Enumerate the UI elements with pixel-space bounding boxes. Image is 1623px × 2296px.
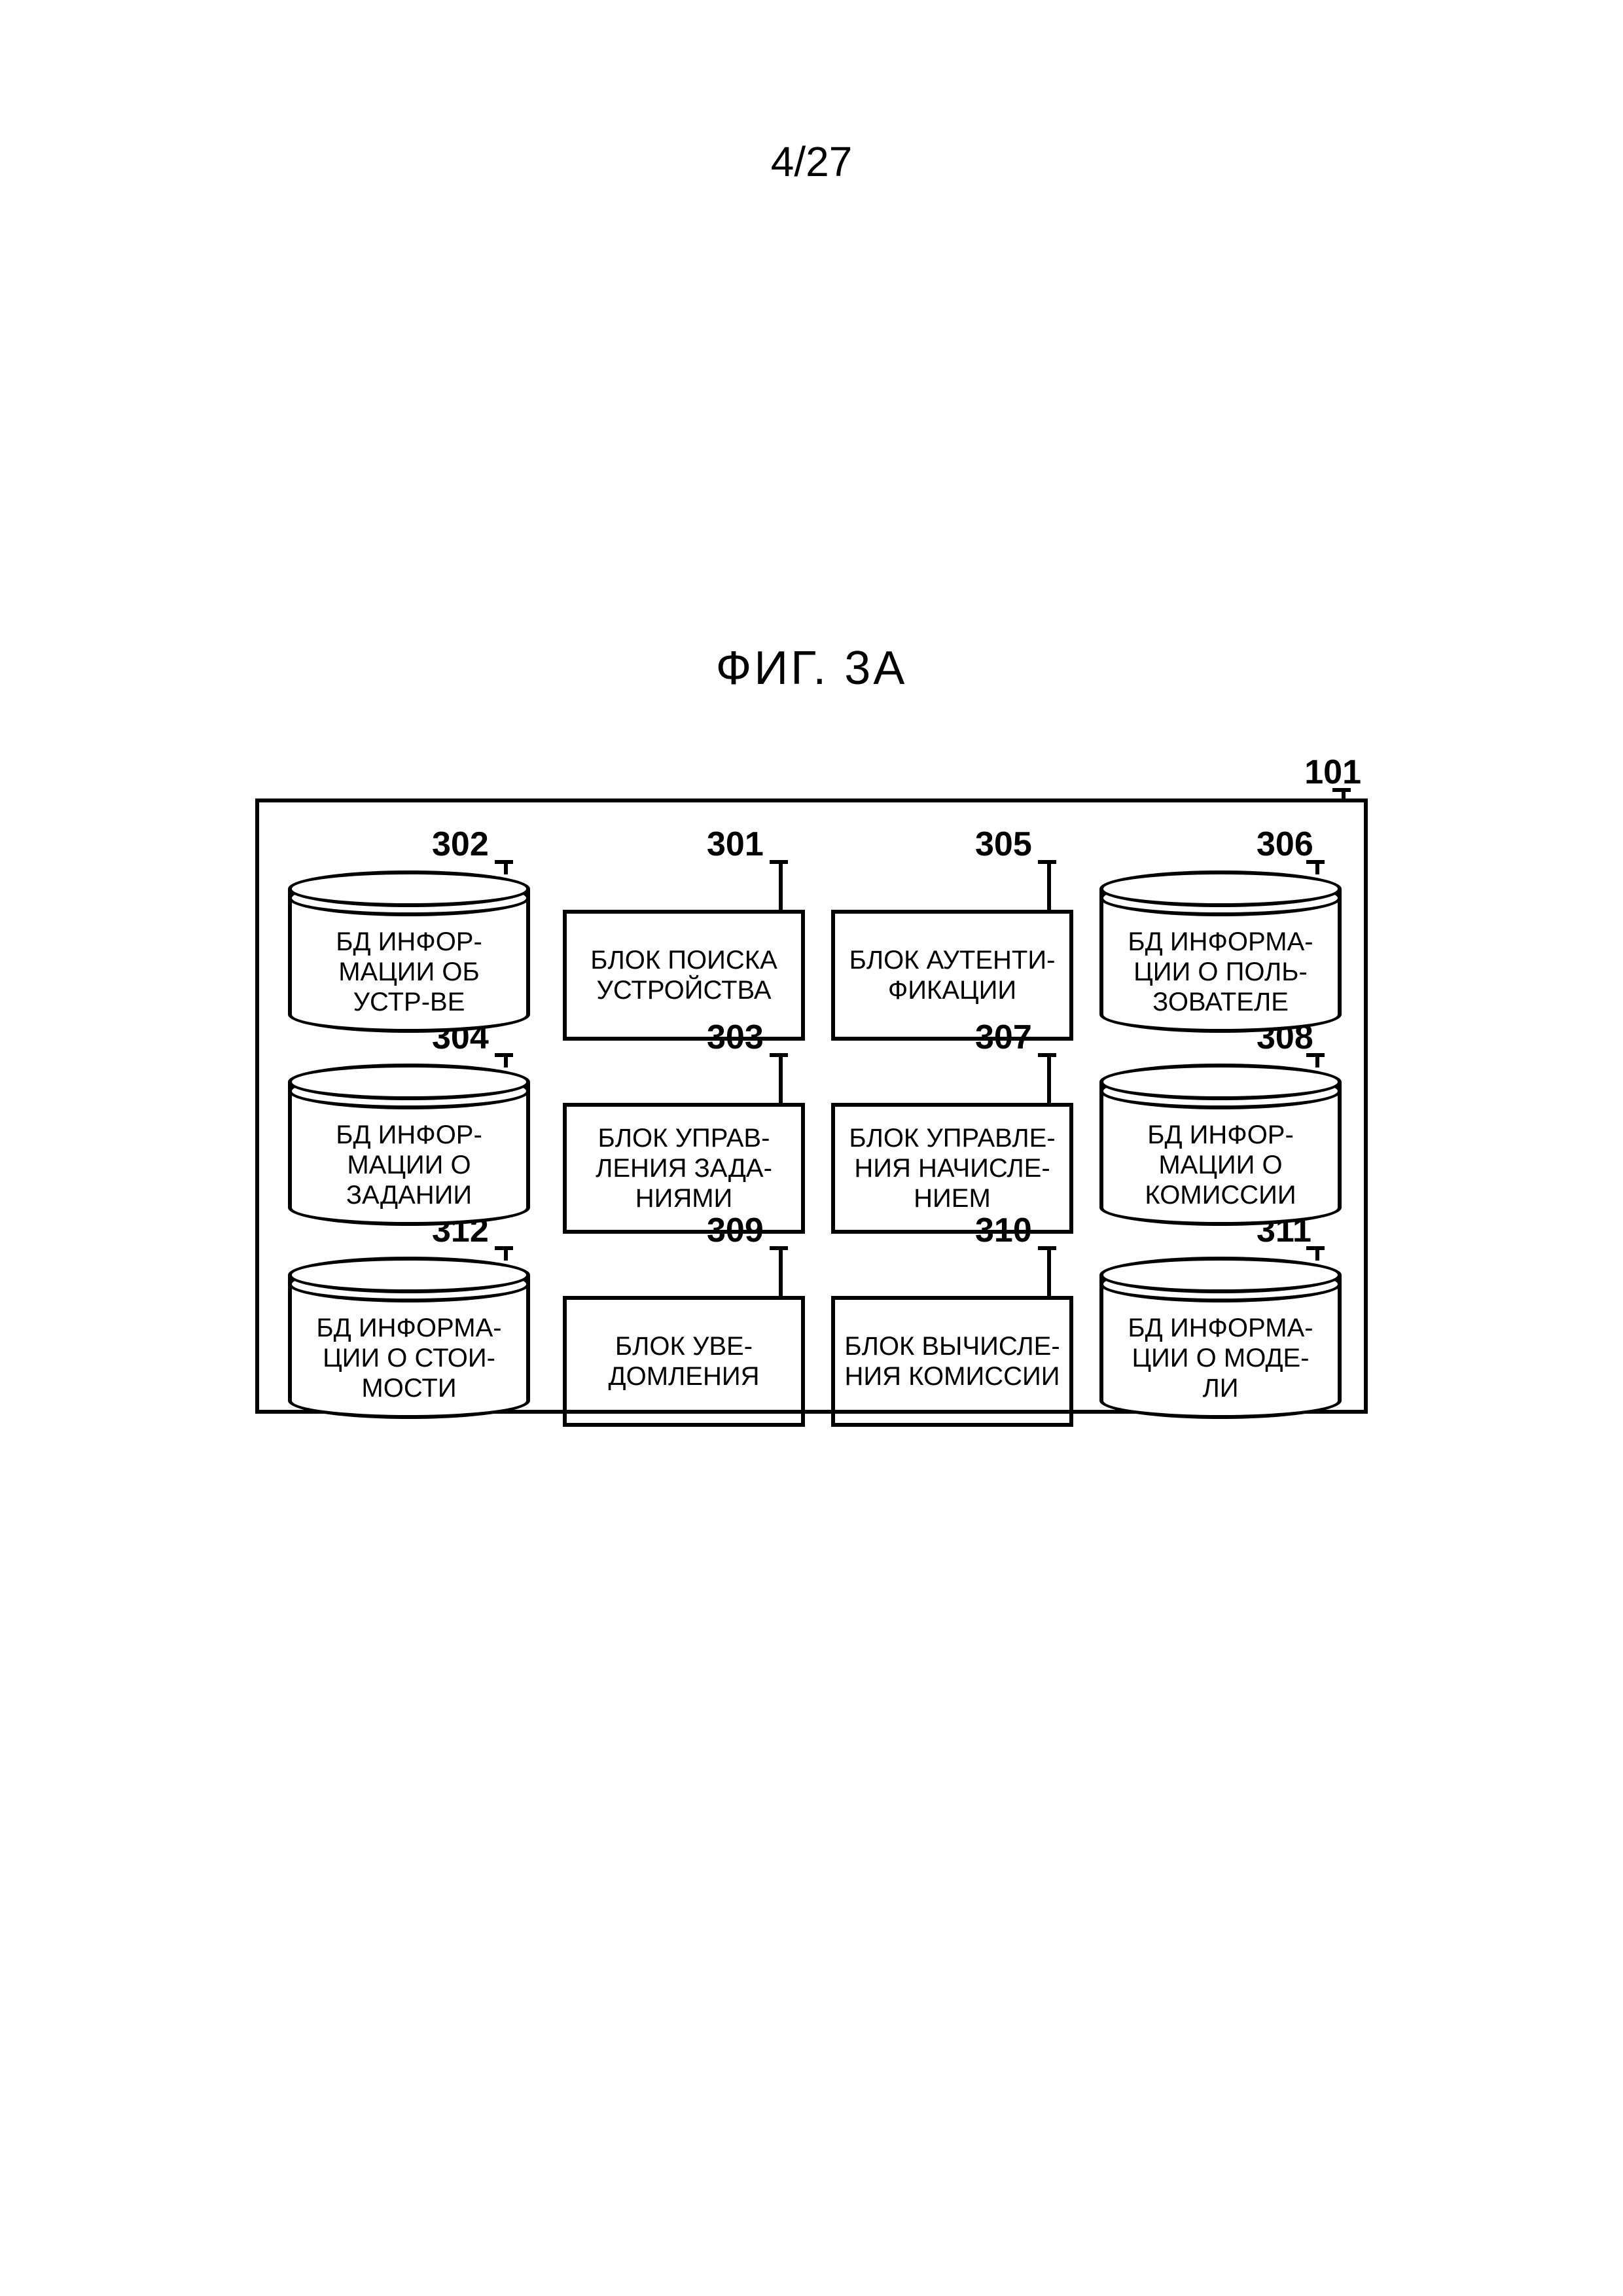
lead-309-tick	[770, 1246, 788, 1250]
ref-306: 306	[1257, 825, 1313, 864]
lead-303	[779, 1053, 783, 1103]
node-301-box: БЛОК ПОИСКА УСТРОЙСТВА	[563, 910, 805, 1041]
node-302-db: БД ИНФОР- МАЦИИ ОБ УСТР-ВЕ	[288, 870, 530, 1041]
node-309-label: БЛОК УВЕ- ДОМЛЕНИЯ	[605, 1331, 764, 1391]
lead-306-tick	[1306, 860, 1325, 864]
lead-311-tick	[1306, 1246, 1325, 1250]
node-303-box: БЛОК УПРАВ- ЛЕНИЯ ЗАДА- НИЯМИ	[563, 1103, 805, 1234]
figure-title: ФИГ. 3A	[0, 641, 1623, 695]
node-303-label: БЛОК УПРАВ- ЛЕНИЯ ЗАДА- НИЯМИ	[592, 1123, 776, 1213]
ref-307: 307	[975, 1018, 1032, 1057]
node-309-box: БЛОК УВЕ- ДОМЛЕНИЯ	[563, 1296, 805, 1427]
node-302-label: БД ИНФОР- МАЦИИ ОБ УСТР-ВЕ	[288, 927, 530, 1017]
node-306-label: БД ИНФОРМА- ЦИИ О ПОЛЬ- ЗОВАТЕЛЕ	[1099, 927, 1342, 1017]
node-310-box: БЛОК ВЫЧИСЛЕ- НИЯ КОМИССИИ	[831, 1296, 1073, 1427]
ref-309: 309	[707, 1211, 764, 1250]
node-307-box: БЛОК УПРАВЛЕ- НИЯ НАЧИСЛЕ- НИЕМ	[831, 1103, 1073, 1234]
node-310-label: БЛОК ВЫЧИСЛЕ- НИЯ КОМИССИИ	[840, 1331, 1063, 1391]
node-301-label: БЛОК ПОИСКА УСТРОЙСТВА	[586, 945, 781, 1005]
node-308-db: БД ИНФОР- МАЦИИ О КОМИССИИ	[1099, 1064, 1342, 1234]
lead-310	[1047, 1246, 1051, 1296]
lead-101-tick	[1332, 788, 1351, 792]
page-number: 4/27	[0, 137, 1623, 186]
node-312-db: БД ИНФОРМА- ЦИИ О СТОИ- МОСТИ	[288, 1257, 530, 1427]
lead-302-tick	[495, 860, 513, 864]
lead-307-tick	[1038, 1053, 1056, 1057]
node-308-label: БД ИНФОР- МАЦИИ О КОМИССИИ	[1099, 1120, 1342, 1210]
ref-305: 305	[975, 825, 1032, 864]
node-311-db: БД ИНФОРМА- ЦИИ О МОДЕ- ЛИ	[1099, 1257, 1342, 1427]
ref-302: 302	[432, 825, 489, 864]
node-312-label: БД ИНФОРМА- ЦИИ О СТОИ- МОСТИ	[288, 1313, 530, 1403]
node-307-label: БЛОК УПРАВЛЕ- НИЯ НАЧИСЛЕ- НИЕМ	[845, 1123, 1059, 1213]
node-311-label: БД ИНФОРМА- ЦИИ О МОДЕ- ЛИ	[1099, 1313, 1342, 1403]
lead-303-tick	[770, 1053, 788, 1057]
ref-310: 310	[975, 1211, 1032, 1250]
lead-309	[779, 1246, 783, 1296]
ref-101: 101	[1283, 753, 1361, 792]
lead-301	[779, 860, 783, 910]
diagram: 101 302 БД ИНФОР- МАЦИИ ОБ УСТР-ВЕ 301 Б…	[255, 759, 1368, 1414]
ref-303: 303	[707, 1018, 764, 1057]
node-306-db: БД ИНФОРМА- ЦИИ О ПОЛЬ- ЗОВАТЕЛЕ	[1099, 870, 1342, 1041]
node-304-label: БД ИНФОР- МАЦИИ О ЗАДАНИИ	[288, 1120, 530, 1210]
node-305-box: БЛОК АУТЕНТИ- ФИКАЦИИ	[831, 910, 1073, 1041]
lead-305	[1047, 860, 1051, 910]
node-305-label: БЛОК АУТЕНТИ- ФИКАЦИИ	[846, 945, 1060, 1005]
lead-304-tick	[495, 1053, 513, 1057]
lead-301-tick	[770, 860, 788, 864]
lead-310-tick	[1038, 1246, 1056, 1250]
lead-305-tick	[1038, 860, 1056, 864]
ref-301: 301	[707, 825, 764, 864]
lead-308-tick	[1306, 1053, 1325, 1057]
lead-312-tick	[495, 1246, 513, 1250]
lead-307	[1047, 1053, 1051, 1103]
node-304-db: БД ИНФОР- МАЦИИ О ЗАДАНИИ	[288, 1064, 530, 1234]
